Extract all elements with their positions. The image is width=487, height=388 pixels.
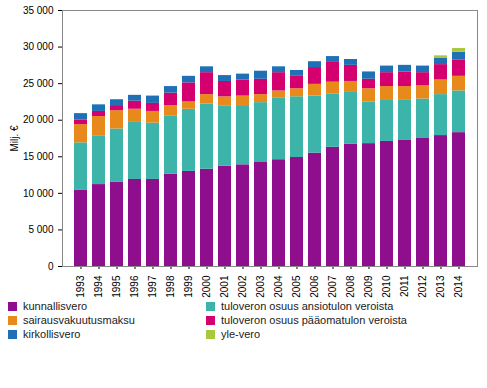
svg-text:2003: 2003 <box>255 275 266 298</box>
html-text:tuloveron osuus pääomatulon ve: tuloveron osuus pääomatulon veroista <box>221 314 407 326</box>
svg-text:Milj. €: Milj. € <box>9 125 20 152</box>
svg-text:2004: 2004 <box>273 275 284 298</box>
svg-text:0: 0 <box>48 261 54 272</box>
svg-text:2006: 2006 <box>309 275 320 298</box>
svg-text:1995: 1995 <box>111 275 122 298</box>
svg-text:1993: 1993 <box>75 275 86 298</box>
svg-text:2002: 2002 <box>237 275 248 298</box>
svg-text:2013: 2013 <box>435 275 446 298</box>
html-text:kirkollisvero: kirkollisvero <box>23 328 81 340</box>
html-text:sairausvakuutusmaksu: sairausvakuutusmaksu <box>23 314 135 326</box>
svg-text:2001: 2001 <box>219 275 230 298</box>
svg-text:10 000: 10 000 <box>23 188 54 199</box>
svg-text:5 000: 5 000 <box>28 224 53 235</box>
svg-text:1994: 1994 <box>93 275 104 298</box>
svg-text:2012: 2012 <box>417 275 428 298</box>
svg-text:15 000: 15 000 <box>23 151 54 162</box>
svg-text:35 000: 35 000 <box>23 5 54 16</box>
svg-text:20 000: 20 000 <box>23 114 54 125</box>
svg-text:2009: 2009 <box>363 275 374 298</box>
svg-text:2000: 2000 <box>201 275 212 298</box>
html-text:kunnallisvero: kunnallisvero <box>23 300 88 312</box>
svg-text:1996: 1996 <box>129 275 140 298</box>
svg-text:1998: 1998 <box>165 275 176 298</box>
svg-text:2007: 2007 <box>327 275 338 298</box>
svg-text:30 000: 30 000 <box>23 41 54 52</box>
svg-text:2008: 2008 <box>345 275 356 298</box>
svg-text:2014: 2014 <box>453 275 464 298</box>
html-text:tuloveron osuus ansiotulon ver: tuloveron osuus ansiotulon veroista <box>221 300 394 312</box>
svg-text:1999: 1999 <box>183 275 194 298</box>
svg-text:2005: 2005 <box>291 275 302 298</box>
svg-text:1997: 1997 <box>147 275 158 298</box>
html-text:yle-vero: yle-vero <box>221 328 261 340</box>
svg-text:25 000: 25 000 <box>23 78 54 89</box>
svg-text:2010: 2010 <box>381 275 392 298</box>
svg-text:2011: 2011 <box>399 275 410 297</box>
